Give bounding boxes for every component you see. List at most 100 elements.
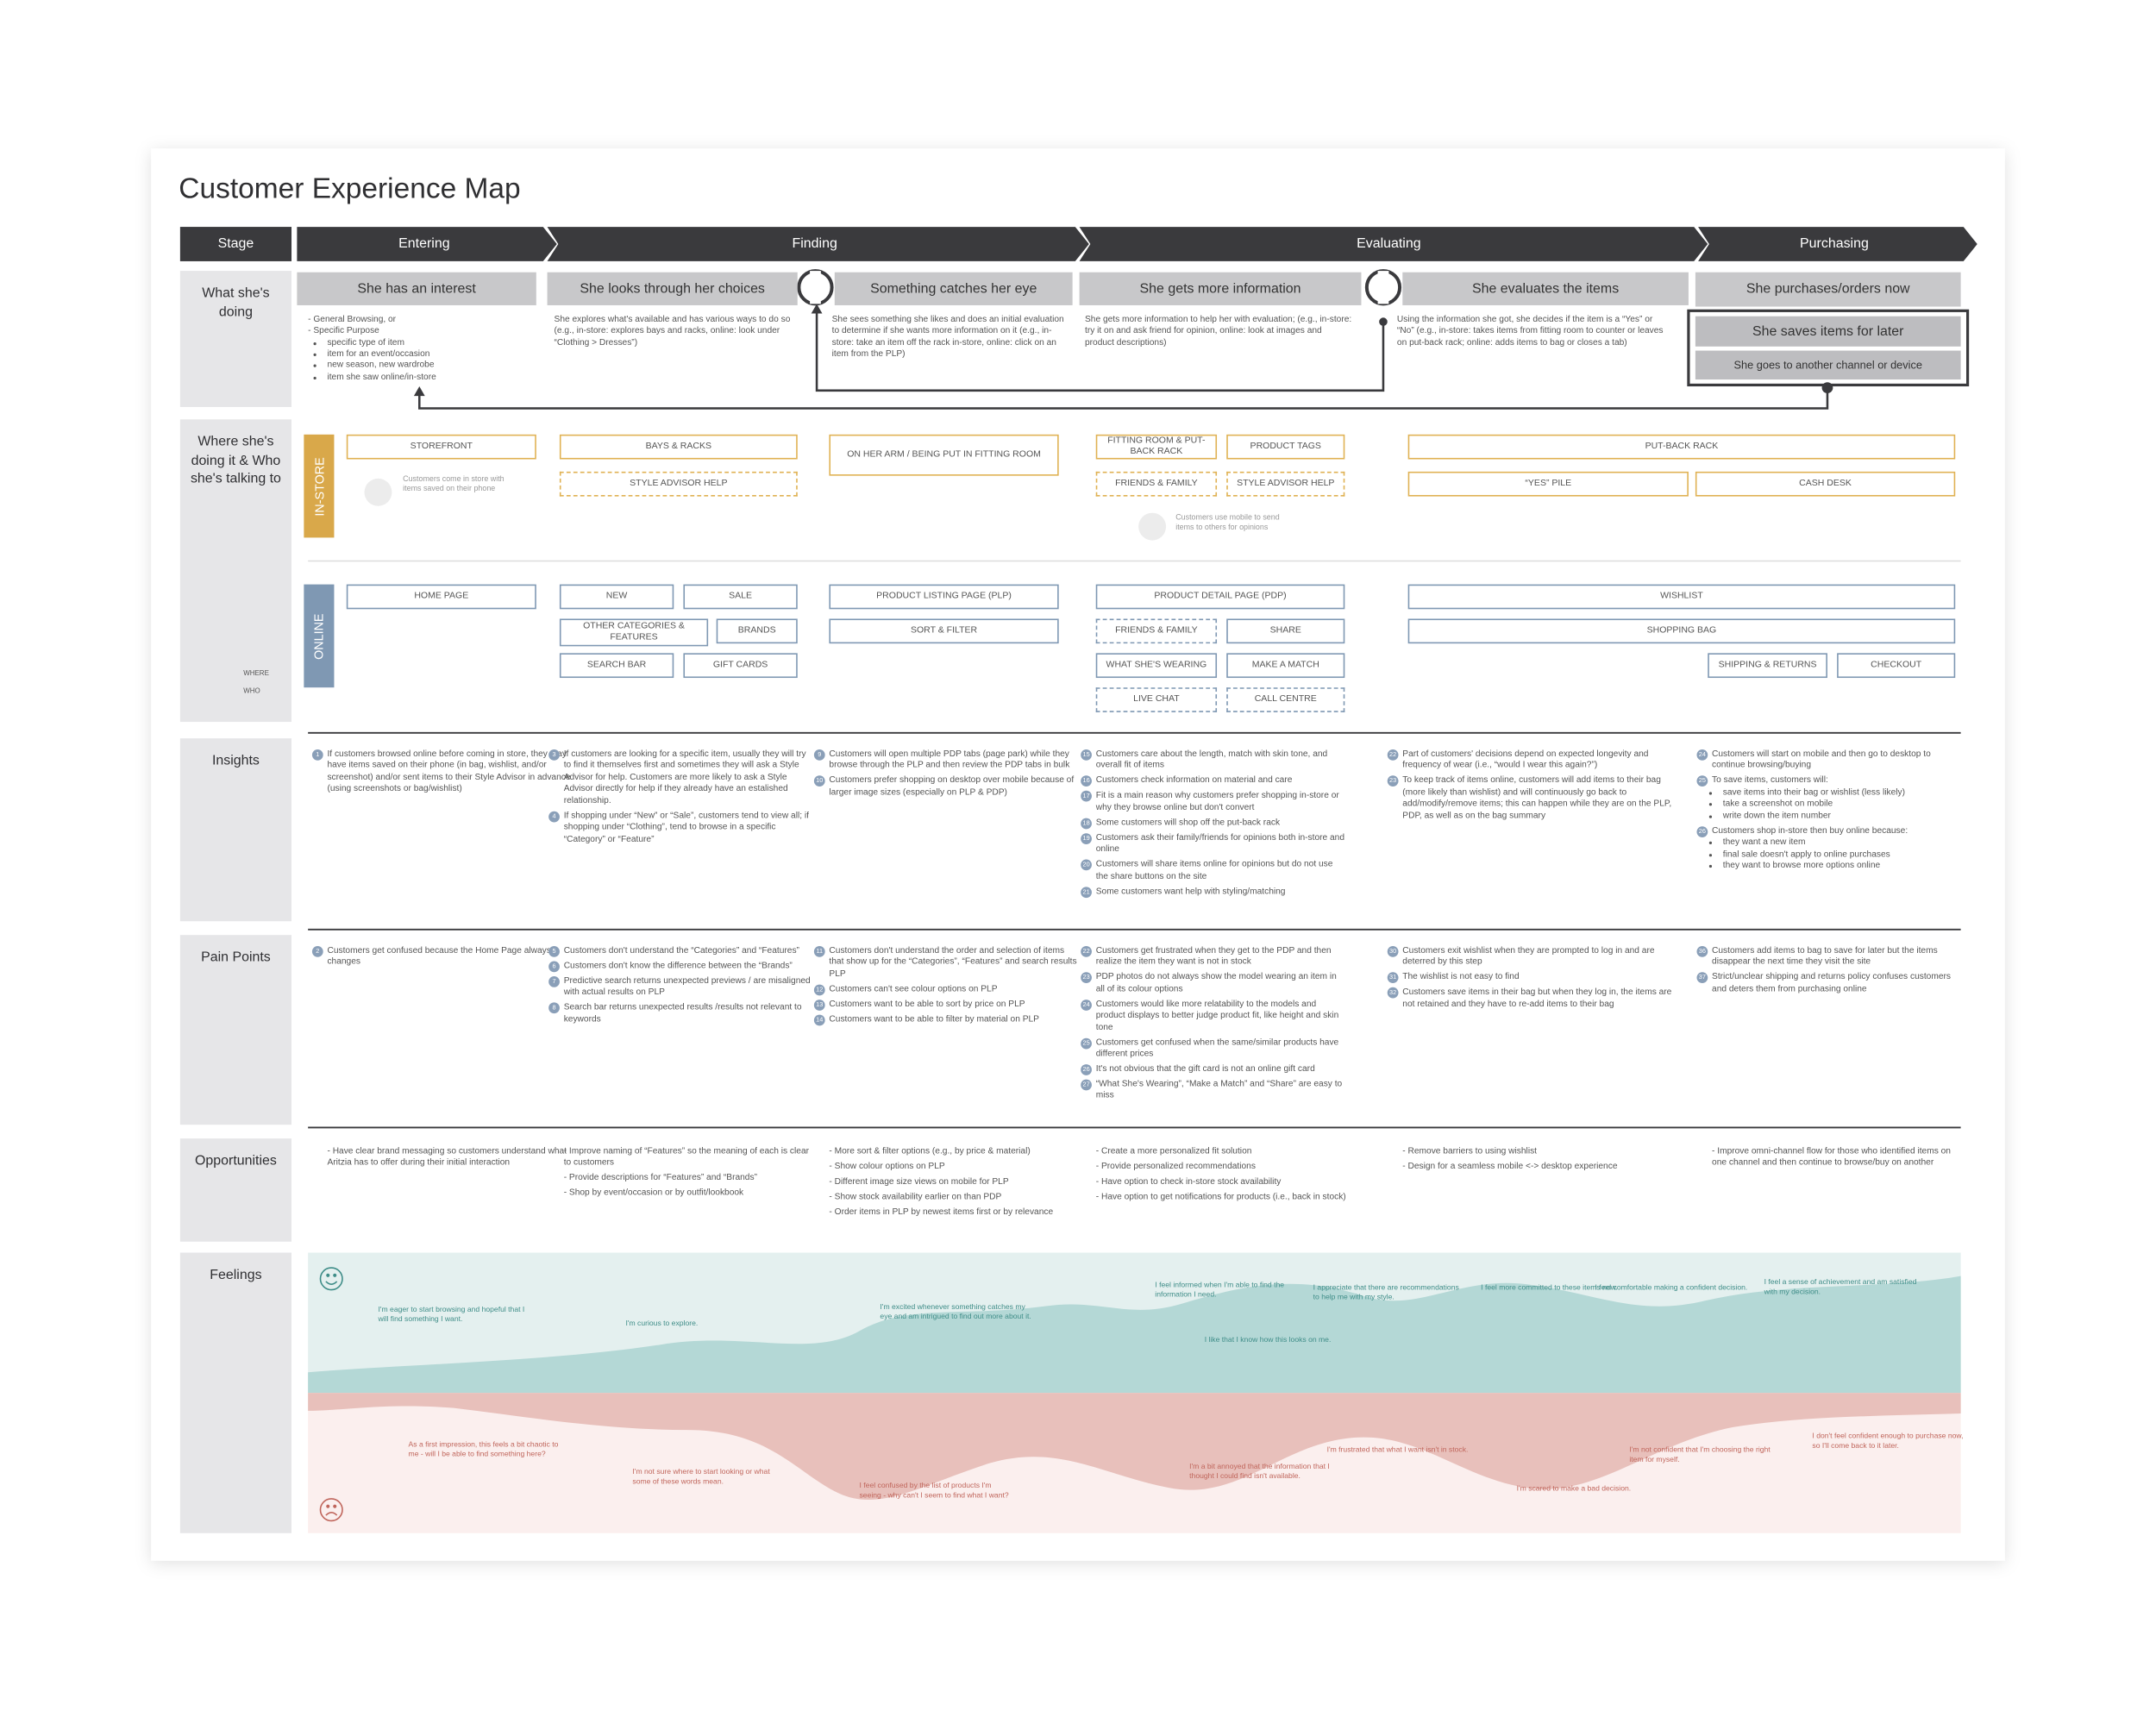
item-text: Customers get frustrated when they get t…	[1095, 945, 1332, 968]
item-text: Fit is a main reason why customers prefe…	[1095, 791, 1339, 812]
item-badge: 25	[1081, 1037, 1092, 1050]
location-box: SEARCH BAR	[559, 653, 674, 679]
stage-label: Finding	[792, 236, 837, 252]
item-badge: 18	[1081, 818, 1092, 830]
item-text: Customers can't see colour options on PL…	[829, 984, 998, 994]
location-box: SHOPPING BAG	[1407, 618, 1956, 644]
row-label: Opportunities	[195, 1153, 277, 1169]
location-box: FRIENDS & FAMILY	[1095, 618, 1218, 644]
item-text: If customers browsed online before comin…	[327, 749, 571, 794]
row-label: Pain Points	[201, 950, 271, 966]
item-badge: 13	[813, 999, 825, 1011]
doing-description: She explores what's available and has va…	[555, 315, 791, 349]
doing-header: She purchases/orders now	[1695, 272, 1961, 307]
list-item: - Have clear brand messaging so customer…	[327, 1146, 567, 1169]
list-item: 24 Customers would like more relatability…	[1081, 999, 1346, 1034]
channel-text: ONLINE	[311, 612, 326, 660]
item-badge: 14	[813, 1014, 825, 1026]
row-label-bg	[179, 738, 292, 922]
description-line: She explores what's available and has va…	[554, 315, 791, 348]
list-item: - Provide personalized recommendations	[1095, 1162, 1256, 1172]
location-box: STYLE ADVISOR HELP	[1226, 471, 1345, 497]
list-item: - Improve naming of “Features” so the me…	[563, 1146, 810, 1169]
text-column: - More sort & filter options (e.g., by p…	[829, 1147, 1079, 1222]
list-item: 32 Customers save items in their bag but …	[1387, 987, 1677, 1011]
row-label: Insights	[211, 753, 260, 769]
cycle-icon	[797, 269, 834, 306]
doing-header: She saves items for later	[1695, 316, 1961, 347]
description-bullets: specific type of itemitem for an event/o…	[308, 338, 539, 384]
list-item: 22 Part of customers' decisions depend on…	[1387, 749, 1677, 773]
item-text: Customers prefer shopping on desktop ove…	[829, 775, 1075, 798]
list-item: 14 Customers want to be able to filter by…	[813, 1014, 1079, 1026]
list-item: 17 Fit is a main reason why customers pre…	[1081, 791, 1346, 814]
row-label: Feelings	[210, 1268, 262, 1283]
location-box: SHARE	[1226, 618, 1345, 644]
list-item: 24 Customers will start on mobile and the…	[1696, 749, 1962, 773]
text-column: 9 Customers will open multiple PDP tabs (…	[813, 749, 1079, 803]
doing-header: She goes to another channel or device	[1695, 350, 1961, 380]
location-note: Customers come in store with items saved…	[403, 475, 505, 494]
location-box: SALE	[683, 584, 798, 610]
location-box: GIFT CARDS	[683, 653, 798, 679]
list-item: 21 Some customers want help with styling/…	[1081, 886, 1346, 898]
feeling-quote: I don't feel confident enough to purchas…	[1812, 1432, 1964, 1451]
list-item: - Create a more personalized fit solutio…	[1095, 1146, 1252, 1156]
doing-header: Something catches her eye	[834, 272, 1073, 305]
doing-description: She gets more information to help her wi…	[1085, 315, 1353, 349]
negative-wave	[308, 1393, 1961, 1501]
item-text: Customers ask their family/friends for o…	[1095, 832, 1344, 855]
flow-arrows	[418, 308, 1829, 410]
item-text: Some customers want help with styling/ma…	[1095, 886, 1286, 896]
list-item: 23 PDP photos do not always show the mode…	[1081, 972, 1346, 996]
feeling-quote: I'm curious to explore.	[625, 1319, 699, 1329]
item-text: Part of customers' decisions depend on e…	[1402, 749, 1649, 771]
item-bullet: they want a new item	[1723, 837, 1962, 849]
item-badge: 5	[548, 945, 560, 957]
row-label-bg	[179, 935, 292, 1125]
list-item: 22 Customers get frustrated when they get…	[1081, 945, 1346, 969]
item-text: Customers will share items online for op…	[1095, 859, 1333, 881]
item-text: To keep track of items online, customers…	[1402, 775, 1672, 821]
feeling-quote: I feel a sense of achievement and am sat…	[1764, 1278, 1917, 1297]
list-item: - Remove barriers to using wishlist	[1402, 1146, 1538, 1156]
arrow-head	[413, 386, 425, 397]
feeling-quote: I like that I know how this looks on me.	[1204, 1336, 1332, 1345]
feeling-quote: I'm frustrated that what I want isn't in…	[1326, 1446, 1469, 1455]
feeling-quote: I feel confused by the list of products …	[859, 1482, 1009, 1501]
description-line: She sees something she likes and does an…	[831, 315, 1064, 360]
item-bullet: take a screenshot on mobile	[1723, 799, 1962, 811]
location-box: PUT-BACK RACK	[1407, 434, 1956, 460]
list-item: - Have option to get notifications for p…	[1095, 1192, 1346, 1202]
item-text: To save items, customers will:	[1712, 775, 1828, 787]
item-badge: 23	[1081, 972, 1092, 984]
item-badge: 10	[813, 775, 825, 787]
item-text: If shopping under “New” or “Sale”, custo…	[563, 811, 810, 844]
item-badge: 7	[548, 975, 560, 987]
item-bullet: save items into their bag or wishlist (l…	[1723, 787, 1962, 799]
item-text: Customers would like more relatability t…	[1095, 999, 1339, 1032]
list-item: 5 Customers don't understand the “Categor…	[548, 945, 814, 957]
item-text: Customers exit wishlist when they are pr…	[1402, 945, 1655, 968]
description-bullet: specific type of item	[327, 338, 539, 349]
item-badge: 27	[1081, 1079, 1092, 1091]
location-box: WHAT SHE'S WEARING	[1095, 653, 1218, 679]
item-badge: 17	[1081, 791, 1092, 803]
item-text: Customers shop in-store then buy online …	[1712, 825, 1908, 836]
location-box: CHECKOUT	[1837, 653, 1956, 679]
text-column: - Improve omni-channel flow for those wh…	[1712, 1147, 1962, 1174]
item-text: PDP photos do not always show the model …	[1095, 972, 1337, 994]
item-badge: 37	[1696, 972, 1708, 984]
item-badge: 24	[1696, 749, 1708, 761]
row-label: What she's doing	[202, 285, 270, 320]
stage-header	[179, 227, 292, 261]
text-column: 1 If customers browsed online before comi…	[311, 749, 577, 799]
item-badge: 36	[1696, 945, 1708, 957]
feeling-quote: As a first impression, this feels a bit …	[408, 1440, 559, 1459]
description-bullet: item for an event/occasion	[327, 349, 539, 360]
list-item: - Show stock availability earlier on tha…	[829, 1192, 1002, 1202]
location-box: FITTING ROOM & PUT-BACK RACK	[1095, 434, 1218, 460]
list-item: 26 Customers shop in-store then buy onlin…	[1696, 825, 1962, 873]
